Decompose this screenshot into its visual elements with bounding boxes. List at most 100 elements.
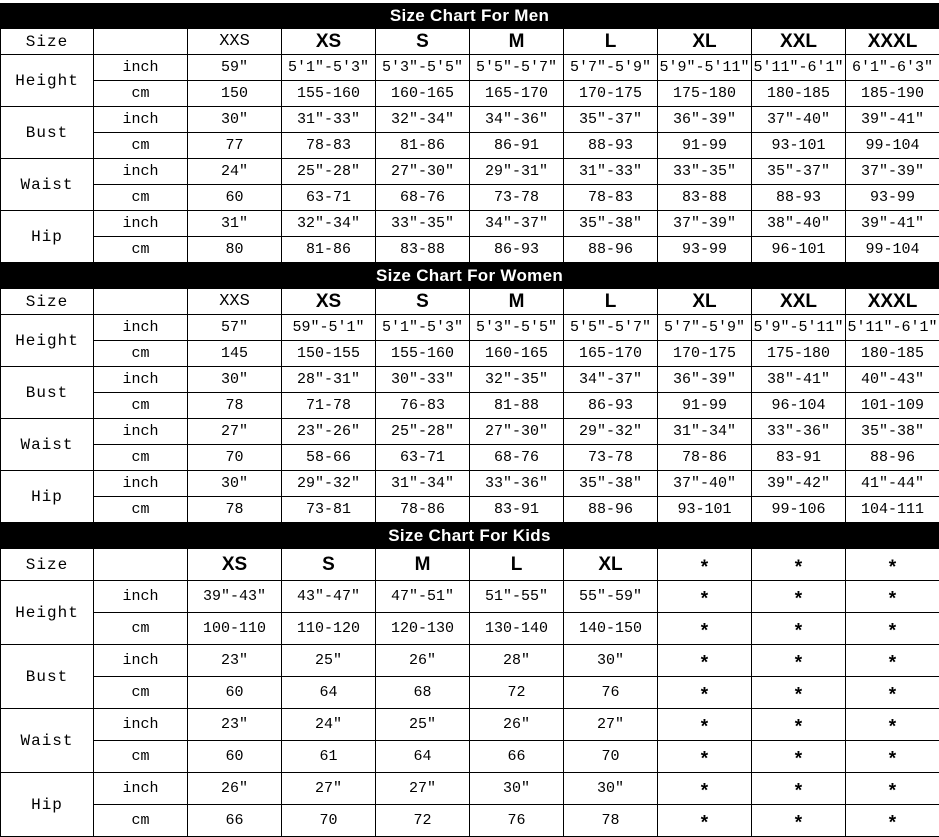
value-cell: 31"-33" (282, 107, 376, 133)
value-cell: 25"-28" (282, 159, 376, 185)
value-cell: * (658, 709, 752, 741)
unit-label: inch (94, 773, 188, 805)
value-cell: 104-111 (846, 497, 939, 523)
value-cell: 68-76 (376, 185, 470, 211)
value-cell: 66 (188, 805, 282, 837)
size-header-cell: XL (658, 289, 752, 315)
value-cell: 81-86 (282, 237, 376, 263)
size-header-cell: L (564, 289, 658, 315)
value-cell: 33"-35" (376, 211, 470, 237)
value-cell: 70 (564, 741, 658, 773)
measurement-label: Hip (1, 471, 94, 523)
value-cell: 175-180 (752, 341, 846, 367)
size-header-cell: XXXL (846, 289, 939, 315)
measurement-label: Bust (1, 107, 94, 159)
unit-label: cm (94, 805, 188, 837)
size-header-cell: L (564, 29, 658, 55)
value-cell: 23" (188, 645, 282, 677)
unit-label: cm (94, 497, 188, 523)
value-cell: 86-91 (470, 133, 564, 159)
value-cell: 23" (188, 709, 282, 741)
value-cell: 73-81 (282, 497, 376, 523)
value-cell: 24" (282, 709, 376, 741)
unit-label: inch (94, 211, 188, 237)
unit-label: inch (94, 55, 188, 81)
value-cell: 83-91 (752, 445, 846, 471)
value-cell: 27" (282, 773, 376, 805)
unit-label: cm (94, 445, 188, 471)
value-cell: 78-86 (658, 445, 752, 471)
value-cell: 78-83 (564, 185, 658, 211)
value-cell: 29"-32" (282, 471, 376, 497)
value-cell: 78 (564, 805, 658, 837)
value-cell: 71-78 (282, 393, 376, 419)
value-cell: 5′7"-5′9" (658, 315, 752, 341)
value-cell: 31″ (188, 211, 282, 237)
value-cell: * (752, 709, 846, 741)
value-cell: 25" (376, 709, 470, 741)
value-cell: 60 (188, 185, 282, 211)
value-cell: 73-78 (470, 185, 564, 211)
measurement-label: Height (1, 55, 94, 107)
value-cell: 64 (376, 741, 470, 773)
value-cell: 43"-47" (282, 581, 376, 613)
value-cell: 170-175 (564, 81, 658, 107)
value-cell: 31"-34" (376, 471, 470, 497)
value-cell: * (658, 677, 752, 709)
unit-label: cm (94, 185, 188, 211)
value-cell: 32"-34" (376, 107, 470, 133)
value-cell: * (752, 773, 846, 805)
size-header-cell: XXXL (846, 29, 939, 55)
value-cell: 99-106 (752, 497, 846, 523)
value-cell: 5′5"-5′7" (470, 55, 564, 81)
value-cell: 47"-51" (376, 581, 470, 613)
value-cell: * (658, 613, 752, 645)
unit-label: cm (94, 237, 188, 263)
size-header-cell: * (846, 549, 939, 581)
empty-cell (94, 289, 188, 315)
value-cell: 83-88 (658, 185, 752, 211)
value-cell: 27″ (188, 419, 282, 445)
size-header-cell: XL (564, 549, 658, 581)
value-cell: 35"-37" (564, 107, 658, 133)
size-header-cell: M (376, 549, 470, 581)
value-cell: 130-140 (470, 613, 564, 645)
value-cell: 88-93 (752, 185, 846, 211)
value-cell: * (658, 773, 752, 805)
size-header-cell: M (470, 289, 564, 315)
value-cell: 59″ (188, 55, 282, 81)
value-cell: 88-96 (564, 237, 658, 263)
value-cell: 39"-42" (752, 471, 846, 497)
value-cell: 39″-43″ (188, 581, 282, 613)
measurement-label: Waist (1, 159, 94, 211)
value-cell: 81-86 (376, 133, 470, 159)
value-cell: 30" (470, 773, 564, 805)
value-cell: 99-104 (846, 133, 939, 159)
value-cell: * (658, 581, 752, 613)
value-cell: * (846, 805, 939, 837)
value-cell: 77 (188, 133, 282, 159)
value-cell: 35"-38" (846, 419, 939, 445)
value-cell: 99-104 (846, 237, 939, 263)
value-cell: 30″ (188, 107, 282, 133)
size-header-cell: XXS (188, 29, 282, 55)
value-cell: 51"-55" (470, 581, 564, 613)
value-cell: * (658, 741, 752, 773)
value-cell: 180-185 (846, 341, 939, 367)
value-cell: 150 (188, 81, 282, 107)
size-header-cell: L (470, 549, 564, 581)
value-cell: 88-96 (846, 445, 939, 471)
value-cell: 26" (470, 709, 564, 741)
value-cell: 37"-39" (658, 211, 752, 237)
value-cell: * (846, 741, 939, 773)
unit-label: inch (94, 471, 188, 497)
value-cell: 41"-44" (846, 471, 939, 497)
value-cell: 27" (564, 709, 658, 741)
value-cell: 86-93 (470, 237, 564, 263)
